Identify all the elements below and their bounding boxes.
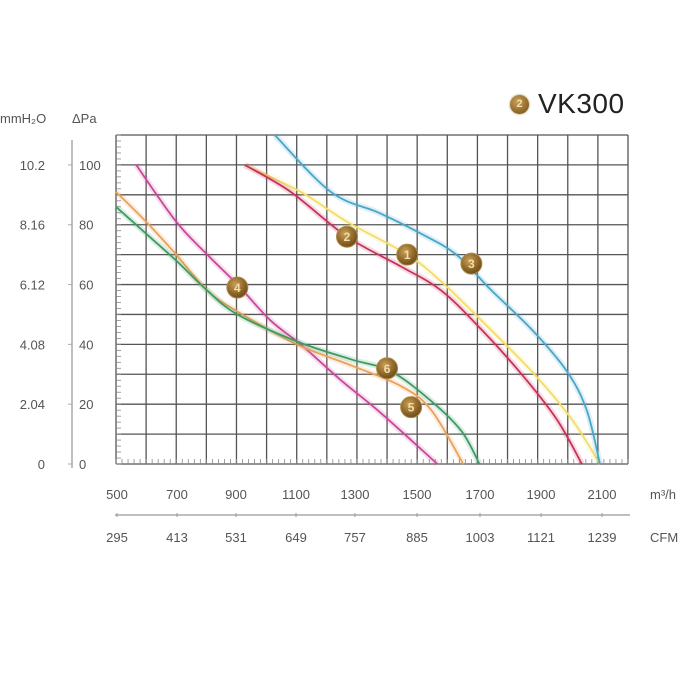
y-tick-pa: 20 bbox=[79, 397, 93, 412]
x-tick-cfm: 757 bbox=[344, 530, 366, 545]
y-tick-mmh2o: 6.12 bbox=[20, 278, 45, 293]
curve-6 bbox=[115, 206, 481, 465]
y-tick-mmh2o: 10.2 bbox=[20, 158, 45, 173]
y-tick-pa: 40 bbox=[79, 337, 93, 352]
x-tick-cfm: 531 bbox=[225, 530, 247, 545]
model-badge-icon: 2 bbox=[510, 94, 529, 114]
svg-text:3: 3 bbox=[468, 257, 475, 271]
x-tick-m3h: 1300 bbox=[341, 487, 370, 502]
curve-labels: 1 2 3 4 5 6 bbox=[226, 225, 483, 419]
svg-text:2: 2 bbox=[344, 230, 351, 244]
y-tick-mmh2o: 0 bbox=[38, 457, 45, 472]
x-tick-cfm: 413 bbox=[166, 530, 188, 545]
curve-5 bbox=[115, 191, 465, 465]
x-tick-cfm: 295 bbox=[106, 530, 128, 545]
grid bbox=[115, 134, 629, 465]
x-tick-m3h: 1100 bbox=[282, 487, 310, 502]
svg-text:1: 1 bbox=[404, 248, 411, 262]
curve-2 bbox=[244, 164, 583, 465]
x-tick-m3h: 500 bbox=[106, 487, 128, 502]
curve-1 bbox=[244, 164, 601, 465]
y-axis-unit-mmh2o: mmH₂O bbox=[0, 111, 47, 126]
y-tick-pa: 0 bbox=[79, 457, 86, 472]
y-tick-pa: 100 bbox=[79, 158, 101, 173]
x-tick-m3h: 900 bbox=[225, 487, 247, 502]
x-tick-m3h: 1700 bbox=[466, 487, 495, 502]
x-tick-m3h: 1500 bbox=[403, 487, 432, 502]
y-tick-mmh2o: 4.08 bbox=[20, 337, 45, 352]
curve-badge-4-icon: 4 bbox=[226, 276, 249, 299]
y-tick-mmh2o: 2.04 bbox=[20, 397, 45, 412]
y-tick-mmh2o: 8.16 bbox=[20, 218, 45, 233]
curve-badge-5-icon: 5 bbox=[400, 396, 423, 419]
curve-badge-1-icon: 1 bbox=[396, 243, 419, 266]
y-tick-pa: 60 bbox=[79, 278, 93, 293]
curve-badge-6-icon: 6 bbox=[376, 357, 399, 380]
x-tick-cfm: 649 bbox=[285, 530, 307, 545]
badge-number: 2 bbox=[516, 98, 523, 110]
svg-text:6: 6 bbox=[384, 362, 391, 376]
x-tick-cfm: 1003 bbox=[466, 530, 495, 545]
x-tick-cfm: 1239 bbox=[588, 530, 617, 545]
chart-title: VK300 bbox=[538, 88, 625, 119]
chart-title-group: 2 VK300 bbox=[510, 88, 625, 120]
svg-text:5: 5 bbox=[408, 401, 415, 415]
x-tick-cfm: 1121 bbox=[527, 530, 555, 545]
curve-badge-3-icon: 3 bbox=[460, 252, 483, 275]
x-tick-m3h: 700 bbox=[166, 487, 188, 502]
x-axis-unit-m3h: m³/h bbox=[650, 487, 676, 502]
x-tick-cfm: 885 bbox=[406, 530, 428, 545]
curve-4 bbox=[135, 164, 438, 465]
y-axis-unit-pa: ΔPa bbox=[72, 111, 97, 126]
x-tick-m3h: 1900 bbox=[527, 487, 556, 502]
y-tick-pa: 80 bbox=[79, 218, 93, 233]
curve-badge-2-icon: 2 bbox=[336, 225, 359, 248]
x-axis-unit-cfm: CFM bbox=[650, 530, 678, 545]
svg-text:4: 4 bbox=[234, 281, 241, 295]
x-tick-m3h: 2100 bbox=[588, 487, 617, 502]
performance-curves bbox=[113, 132, 603, 467]
